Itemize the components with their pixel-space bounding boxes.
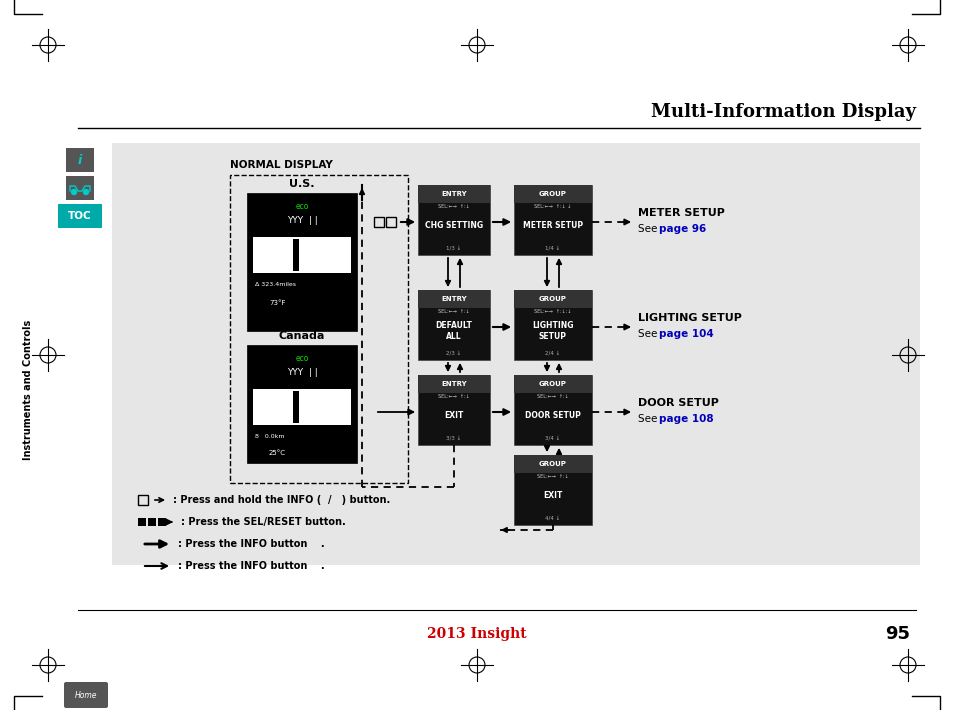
Text: eco: eco xyxy=(295,354,309,364)
Text: SEL:←→  ↑:↓ ↓: SEL:←→ ↑:↓ ↓ xyxy=(534,204,571,209)
Text: 3/3 ↓: 3/3 ↓ xyxy=(446,435,461,440)
Text: YYY  | |: YYY | | xyxy=(286,217,317,226)
Bar xyxy=(417,290,490,308)
Circle shape xyxy=(71,190,76,195)
Text: GROUP: GROUP xyxy=(538,191,566,197)
Bar xyxy=(417,290,490,360)
Text: page 104: page 104 xyxy=(659,329,713,339)
Bar xyxy=(374,217,384,227)
Text: DEFAULT
ALL: DEFAULT ALL xyxy=(436,322,472,341)
Text: 2/4 ↓: 2/4 ↓ xyxy=(545,351,560,356)
Text: Home: Home xyxy=(74,691,97,699)
Text: SEL:←→  ↑:↓: SEL:←→ ↑:↓ xyxy=(437,204,470,209)
Text: See: See xyxy=(638,329,659,339)
Bar xyxy=(66,176,94,200)
Text: eco: eco xyxy=(295,202,309,212)
Text: SEL:←→  ↑:↓:↓: SEL:←→ ↑:↓:↓ xyxy=(534,310,571,315)
Text: LIGHTING
SETUP: LIGHTING SETUP xyxy=(532,322,573,341)
Text: i: i xyxy=(78,153,82,167)
Text: 1/3 ↓: 1/3 ↓ xyxy=(446,246,461,251)
Text: ENTRY: ENTRY xyxy=(440,381,466,387)
Text: U.S.: U.S. xyxy=(289,179,314,189)
Bar xyxy=(514,455,592,525)
Text: DOOR SETUP: DOOR SETUP xyxy=(638,398,719,408)
Bar xyxy=(230,175,408,483)
Text: METER SETUP: METER SETUP xyxy=(638,208,724,218)
Bar xyxy=(417,185,490,203)
Bar xyxy=(66,148,94,172)
Text: 3/4 ↓: 3/4 ↓ xyxy=(545,435,560,440)
Bar xyxy=(386,217,395,227)
Text: SEL:←→  ↑:↓: SEL:←→ ↑:↓ xyxy=(437,310,470,315)
Text: 25°C: 25°C xyxy=(269,450,286,456)
Text: 4/4 ↓: 4/4 ↓ xyxy=(545,515,560,520)
Text: 1/4 ↓: 1/4 ↓ xyxy=(545,246,560,251)
Circle shape xyxy=(84,190,89,195)
Bar xyxy=(253,389,351,425)
Bar xyxy=(514,455,592,473)
Bar xyxy=(293,391,298,423)
Bar xyxy=(417,185,490,255)
Text: ENTRY: ENTRY xyxy=(440,296,466,302)
Text: : Press the SEL/RESET button.: : Press the SEL/RESET button. xyxy=(181,517,345,527)
Text: ENTRY: ENTRY xyxy=(440,191,466,197)
Text: Δ 323.4miles: Δ 323.4miles xyxy=(254,283,295,288)
Bar xyxy=(58,204,102,228)
Text: : Press the INFO button    .: : Press the INFO button . xyxy=(178,561,324,571)
Text: YYY  | |: YYY | | xyxy=(286,368,317,378)
Bar xyxy=(253,237,351,273)
Bar xyxy=(247,345,356,463)
Bar xyxy=(514,290,592,308)
Text: Canada: Canada xyxy=(278,331,325,341)
Bar xyxy=(417,375,490,393)
Text: SEL:←→  ↑:↓: SEL:←→ ↑:↓ xyxy=(437,395,470,400)
Text: EXIT: EXIT xyxy=(444,412,463,420)
Text: DOOR SETUP: DOOR SETUP xyxy=(524,412,580,420)
Text: GROUP: GROUP xyxy=(538,381,566,387)
Bar xyxy=(514,375,592,445)
Text: TOC: TOC xyxy=(68,211,91,221)
Text: GROUP: GROUP xyxy=(538,296,566,302)
Bar xyxy=(138,518,146,526)
Text: See: See xyxy=(638,414,659,424)
Bar xyxy=(514,290,592,360)
Bar xyxy=(514,185,592,255)
Text: 73°F: 73°F xyxy=(269,300,285,306)
Bar xyxy=(514,185,592,203)
Text: LIGHTING SETUP: LIGHTING SETUP xyxy=(638,313,741,323)
Text: GROUP: GROUP xyxy=(538,461,566,467)
Bar xyxy=(514,375,592,393)
Text: Multi-Information Display: Multi-Information Display xyxy=(650,103,915,121)
Text: page 96: page 96 xyxy=(659,224,705,234)
Bar xyxy=(247,193,356,331)
Text: Instruments and Controls: Instruments and Controls xyxy=(23,320,33,460)
Text: METER SETUP: METER SETUP xyxy=(522,222,582,231)
Text: : Press the INFO button    .: : Press the INFO button . xyxy=(178,539,324,549)
Bar xyxy=(138,495,148,505)
Bar xyxy=(293,239,298,271)
Text: EXIT: EXIT xyxy=(543,491,562,501)
Text: : Press and hold the INFO (  /   ) button.: : Press and hold the INFO ( / ) button. xyxy=(172,495,390,505)
Text: SEL:←→  ↑:↓: SEL:←→ ↑:↓ xyxy=(537,395,568,400)
Text: 95: 95 xyxy=(884,625,909,643)
Text: page 108: page 108 xyxy=(659,414,713,424)
Bar xyxy=(158,518,166,526)
Bar xyxy=(148,518,156,526)
Text: SEL:←→  ↑:↓: SEL:←→ ↑:↓ xyxy=(537,474,568,479)
Bar xyxy=(112,143,919,565)
Bar xyxy=(417,375,490,445)
Text: 2/3 ↓: 2/3 ↓ xyxy=(446,351,461,356)
Text: CHG SETTING: CHG SETTING xyxy=(424,222,482,231)
Text: 2013 Insight: 2013 Insight xyxy=(427,627,526,641)
Text: NORMAL DISPLAY: NORMAL DISPLAY xyxy=(230,160,333,170)
Text: 8   0.0km: 8 0.0km xyxy=(254,435,284,439)
FancyBboxPatch shape xyxy=(64,682,108,708)
Text: See: See xyxy=(638,224,659,234)
